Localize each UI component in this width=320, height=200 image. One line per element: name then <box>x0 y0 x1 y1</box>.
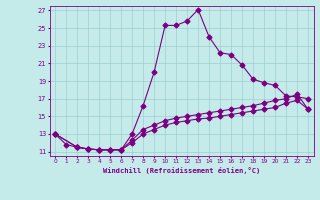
X-axis label: Windchill (Refroidissement éolien,°C): Windchill (Refroidissement éolien,°C) <box>103 167 260 174</box>
